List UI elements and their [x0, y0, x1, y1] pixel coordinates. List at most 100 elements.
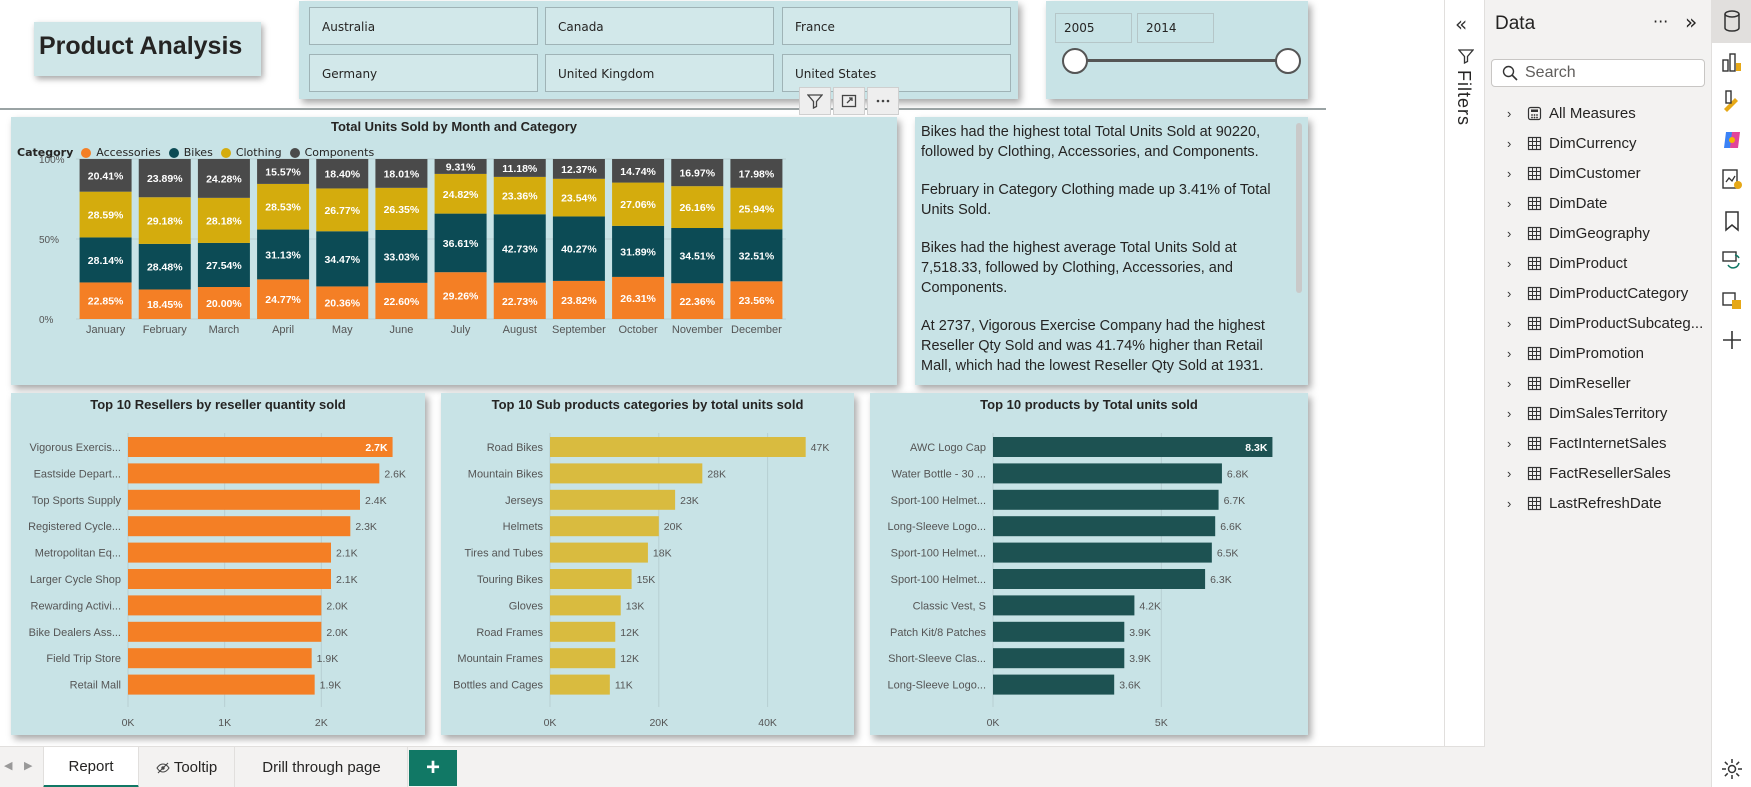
- field-table-item[interactable]: › DimCurrency: [1507, 130, 1637, 156]
- table-icon: [1527, 376, 1542, 390]
- more-options-icon[interactable]: ···: [1653, 12, 1669, 31]
- tab-drill-through[interactable]: Drill through page: [236, 747, 408, 787]
- chevron-right-icon[interactable]: ›: [1507, 255, 1512, 271]
- data-label: 8.3K: [1245, 442, 1268, 454]
- bar-segment: [612, 276, 665, 319]
- build-visual-icon[interactable]: [1720, 50, 1744, 74]
- category-label: Bottles and Cages: [453, 680, 543, 692]
- collapse-filters-icon[interactable]: «: [1455, 12, 1468, 36]
- category-label: Jerseys: [505, 495, 543, 507]
- legend-item-accessories[interactable]: Accessories: [96, 146, 161, 159]
- chevron-right-icon[interactable]: ›: [1507, 465, 1512, 481]
- filters-label[interactable]: Filters: [1454, 70, 1474, 126]
- subcategories-bar-chart[interactable]: Top 10 Sub products categories by total …: [441, 393, 854, 735]
- expand-pane-icon[interactable]: »: [1685, 10, 1698, 34]
- chevron-right-icon[interactable]: ›: [1507, 405, 1512, 421]
- tab-report[interactable]: Report: [43, 747, 139, 787]
- bar-segment: [730, 187, 783, 230]
- data-label: 2.1K: [336, 574, 358, 586]
- field-table-item[interactable]: › DimPromotion: [1507, 340, 1644, 366]
- field-table-item[interactable]: › LastRefreshDate: [1507, 490, 1662, 516]
- chevron-right-icon[interactable]: ›: [1507, 375, 1512, 391]
- country-chip[interactable]: United Kingdom: [545, 54, 774, 92]
- copilot-icon[interactable]: [1720, 128, 1744, 152]
- data-label: 2.0K: [326, 600, 348, 612]
- tab-tooltip[interactable]: Tooltip: [139, 747, 235, 787]
- chevron-right-icon[interactable]: ›: [1507, 315, 1512, 331]
- country-chip[interactable]: France: [782, 7, 1011, 45]
- resellers-bar-chart[interactable]: Top 10 Resellers by reseller quantity so…: [11, 393, 425, 735]
- year-slider-end-handle[interactable]: [1275, 48, 1301, 74]
- hidden-eye-icon: [156, 762, 170, 773]
- country-chip[interactable]: Germany: [309, 54, 538, 92]
- category-label: Helmets: [503, 521, 544, 533]
- more-options-icon[interactable]: [867, 87, 899, 115]
- year-slider-start-handle[interactable]: [1062, 48, 1088, 74]
- country-chip[interactable]: United States: [782, 54, 1011, 92]
- field-table-item[interactable]: › DimGeography: [1507, 220, 1650, 246]
- country-chip[interactable]: Canada: [545, 7, 774, 45]
- data-label: 14.74%: [620, 166, 656, 178]
- narrative-paragraph: February in Category Clothing made up 3.…: [921, 182, 1271, 218]
- x-tick-label: 0K: [544, 717, 557, 729]
- chevron-right-icon[interactable]: ›: [1507, 135, 1512, 151]
- chevron-right-icon[interactable]: ›: [1507, 435, 1512, 451]
- data-label: 34.51%: [679, 251, 715, 263]
- smart-narrative[interactable]: Bikes had the highest total Total Units …: [915, 117, 1308, 385]
- data-label: 26.31%: [620, 293, 656, 305]
- field-table-item[interactable]: › DimProduct: [1507, 250, 1627, 276]
- data-label: 28.53%: [265, 202, 301, 214]
- chevron-right-icon[interactable]: ›: [1507, 225, 1512, 241]
- field-table-item[interactable]: › DimReseller: [1507, 370, 1631, 396]
- field-table-item[interactable]: › DimDate: [1507, 190, 1607, 216]
- analytics-icon[interactable]: [1720, 167, 1744, 191]
- table-name: DimReseller: [1549, 374, 1631, 392]
- report-title: Product Analysis: [34, 22, 261, 76]
- legend-item-components[interactable]: Components: [304, 146, 375, 159]
- field-table-item[interactable]: › FactInternetSales: [1507, 430, 1667, 456]
- selection-icon[interactable]: [1720, 288, 1744, 312]
- field-table-item[interactable]: › FactResellerSales: [1507, 460, 1671, 486]
- settings-icon[interactable]: [1720, 757, 1744, 781]
- search-input[interactable]: [1525, 63, 1700, 83]
- data-icon[interactable]: [1720, 9, 1744, 33]
- tab-scroll-right-icon[interactable]: ▶: [24, 759, 33, 772]
- year-end-input[interactable]: 2014: [1137, 13, 1214, 43]
- chevron-right-icon[interactable]: ›: [1507, 165, 1512, 181]
- field-table-item[interactable]: › DimProductSubcateg...: [1507, 310, 1703, 336]
- tab-scroll-left-icon[interactable]: ◀: [4, 759, 13, 772]
- legend-item-clothing[interactable]: Clothing: [235, 146, 282, 159]
- focus-mode-icon[interactable]: [833, 87, 865, 115]
- chevron-right-icon[interactable]: ›: [1507, 105, 1512, 121]
- category-label: Sport-100 Helmet...: [891, 574, 986, 586]
- narrative-scrollbar[interactable]: [1296, 123, 1302, 293]
- add-page-button[interactable]: +: [409, 750, 457, 786]
- products-bar-chart[interactable]: Top 10 products by Total units sold 0K 5K…: [870, 393, 1308, 735]
- data-label: 23.36%: [502, 191, 538, 203]
- bar-segment: [375, 282, 428, 319]
- bar-segment: [434, 213, 487, 273]
- add-pane-icon[interactable]: [1720, 328, 1744, 352]
- field-table-item[interactable]: › DimSalesTerritory: [1507, 400, 1667, 426]
- bookmarks-icon[interactable]: [1720, 209, 1744, 233]
- bar-segment: [197, 159, 250, 198]
- data-label: 33.03%: [384, 251, 420, 263]
- funnel-icon[interactable]: [799, 87, 831, 115]
- field-table-item[interactable]: › All Measures: [1507, 100, 1636, 126]
- sync-slicers-icon[interactable]: [1720, 248, 1744, 272]
- chevron-right-icon[interactable]: ›: [1507, 195, 1512, 211]
- chevron-right-icon[interactable]: ›: [1507, 345, 1512, 361]
- country-chip[interactable]: Australia: [309, 7, 538, 45]
- year-start-input[interactable]: 2005: [1055, 13, 1132, 43]
- bar: [128, 674, 315, 695]
- search-box: [1491, 59, 1705, 87]
- format-icon[interactable]: [1720, 89, 1744, 113]
- stacked-column-chart[interactable]: Total Units Sold by Month and Category C…: [11, 117, 897, 385]
- chevron-right-icon[interactable]: ›: [1507, 495, 1512, 511]
- legend-item-bikes[interactable]: Bikes: [183, 146, 213, 159]
- table-icon: [1527, 196, 1542, 210]
- chevron-right-icon[interactable]: ›: [1507, 285, 1512, 301]
- year-slider-track[interactable]: [1076, 59, 1288, 62]
- field-table-item[interactable]: › DimProductCategory: [1507, 280, 1688, 306]
- field-table-item[interactable]: › DimCustomer: [1507, 160, 1641, 186]
